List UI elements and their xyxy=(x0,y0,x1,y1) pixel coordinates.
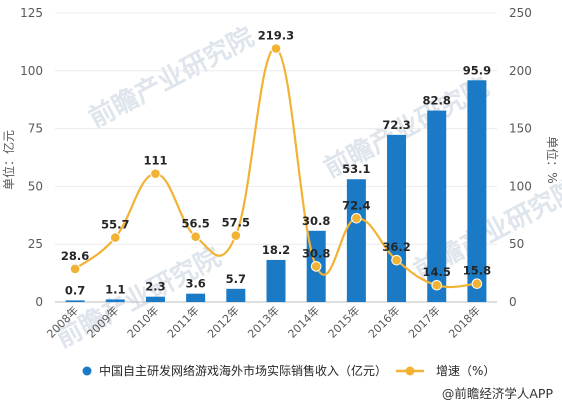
legend-line-marker xyxy=(405,366,415,376)
growth-point xyxy=(391,254,402,266)
bar xyxy=(186,293,206,302)
growth-point xyxy=(351,213,362,224)
x-tick-label: 2016年 xyxy=(365,303,402,340)
growth-value-label: 30.8 xyxy=(302,246,330,260)
legend-bar-marker xyxy=(82,366,92,376)
bar xyxy=(145,296,165,302)
growth-point xyxy=(431,279,443,291)
growth-value-label: 72.4 xyxy=(342,198,370,212)
growth-point xyxy=(471,278,483,290)
bar xyxy=(266,259,286,302)
y-axis-title: 单位：亿元 xyxy=(1,130,16,190)
bar-value-label: 82.8 xyxy=(423,94,451,108)
legend-bar-label: 中国自主研发网络游戏海外市场实际销售收入（亿元） xyxy=(99,363,387,378)
legend-line-label: 增速（%） xyxy=(436,364,495,378)
bar-value-label: 1.1 xyxy=(105,282,125,296)
growth-value-label: 219.3 xyxy=(258,28,294,42)
y2-tick-label: 200 xyxy=(509,64,532,78)
y2-tick-label: 0 xyxy=(509,295,517,309)
x-tick-label: 2012年 xyxy=(204,303,241,340)
growth-value-label: 111 xyxy=(143,154,167,168)
growth-value-label: 57.5 xyxy=(222,216,250,230)
bar-value-label: 5.7 xyxy=(226,272,246,286)
growth-point xyxy=(310,261,322,272)
bar-value-label: 30.8 xyxy=(302,214,330,228)
growth-point xyxy=(190,231,201,242)
growth-value-label: 56.5 xyxy=(181,217,209,231)
growth-value-label: 14.5 xyxy=(423,265,451,279)
growth-point xyxy=(270,43,282,54)
bar xyxy=(467,80,487,302)
bar xyxy=(105,299,125,302)
growth-point xyxy=(69,263,81,275)
bar xyxy=(346,179,366,302)
bar xyxy=(387,134,407,302)
growth-point xyxy=(150,168,161,179)
watermark-text: 前瞻产业研究院 xyxy=(84,21,259,134)
y2-tick-label: 50 xyxy=(509,237,524,251)
y-tick-label: 25 xyxy=(28,237,43,251)
y2-tick-label: 100 xyxy=(509,179,532,193)
bar-value-label: 18.2 xyxy=(262,243,290,257)
bar xyxy=(427,110,447,302)
bar-value-label: 3.6 xyxy=(185,277,205,291)
bar-value-label: 53.1 xyxy=(342,162,370,176)
x-tick-label: 2018年 xyxy=(446,303,483,340)
y-tick-label: 50 xyxy=(28,179,43,193)
growth-value-label: 55.7 xyxy=(101,218,129,232)
data-labels: 0.7 1.1 2.3 3.6 5.7 18.2 30.8 53.1 72.3 82.8 95.9 2… xyxy=(61,28,491,297)
source-credit: @前瞻经济学人APP xyxy=(442,386,554,401)
bar-value-label: 72.3 xyxy=(382,118,410,132)
growth-value-label: 15.8 xyxy=(463,264,491,278)
growth-point xyxy=(109,232,121,243)
y-tick-label: 0 xyxy=(35,295,43,309)
bar-value-label: 0.7 xyxy=(65,283,85,297)
growth-value-label: 36.2 xyxy=(382,240,410,254)
growth-value-label: 28.6 xyxy=(61,249,89,263)
y-tick-label: 100 xyxy=(20,64,43,78)
x-tick-label: 2017年 xyxy=(405,303,442,340)
x-tick-label: 2015年 xyxy=(325,303,362,340)
bar xyxy=(226,288,246,302)
y2-tick-label: 150 xyxy=(509,122,532,136)
y2-tick-label: 250 xyxy=(509,6,532,20)
x-tick-label: 2013年 xyxy=(245,303,282,340)
bar xyxy=(65,300,85,302)
growth-point xyxy=(230,230,242,241)
x-tick-label: 2011年 xyxy=(164,303,201,340)
bar-value-label: 2.3 xyxy=(145,280,165,294)
y2-axis-title: 单位：% xyxy=(545,136,560,183)
y-tick-label: 75 xyxy=(28,122,43,136)
legend: 中国自主研发网络游戏海外市场实际销售收入（亿元） 增速（%） xyxy=(82,363,495,378)
line-series xyxy=(69,43,483,291)
bar-value-label: 95.9 xyxy=(463,63,491,77)
x-tick-label: 2014年 xyxy=(285,303,322,340)
y-tick-label: 125 xyxy=(20,6,43,20)
